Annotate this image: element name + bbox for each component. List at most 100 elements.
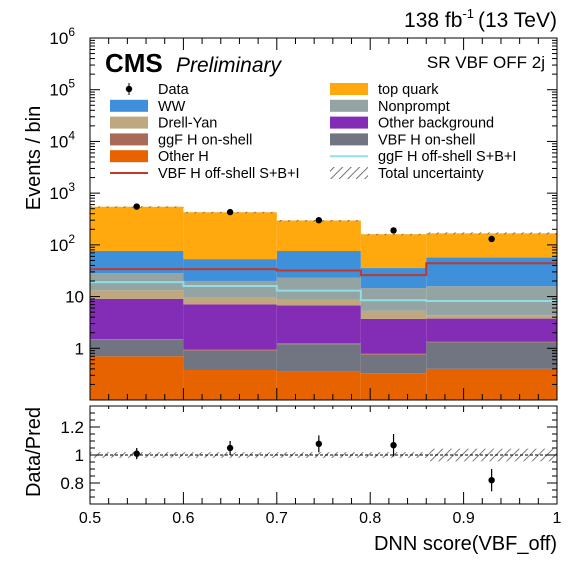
legend-swatch [110,133,148,146]
y-tick-label: 103 [49,180,75,203]
x-tick-label: 0.7 [266,510,288,527]
stack-bar-other-background [360,318,427,354]
legend-swatch [110,99,148,112]
x-tick-label: 0.9 [452,510,474,527]
legend-entry: Data [125,82,190,98]
stack-bar-top-quark [183,212,277,260]
stack-bar-ggf-h-on-shell [276,343,361,345]
y-tick-label-exponent: 5 [68,77,75,91]
ratio-point [133,450,140,457]
cms-label: CMS [105,48,163,78]
legend-entry: Drell-Yan [110,116,217,132]
stack-bar-nonprompt [183,280,277,298]
stack-bar-top-quark [360,234,427,269]
main-frame [89,37,558,401]
stack-bar-other-background [90,298,184,340]
stack-bar-ggf-h-on-shell [360,353,427,355]
legend-entry: Other H [110,149,209,165]
y-tick-label: 105 [49,77,75,100]
stack-bar-ggf-h-on-shell [426,341,557,343]
legend-label: WW [158,99,186,115]
legend-label: Other H [158,149,209,165]
stack-bar-other-h [90,356,184,400]
stack-layer [90,206,557,400]
y-tick-label: 104 [49,128,75,151]
legend-label: Nonprompt [378,99,450,115]
x-tick-label: 0.6 [172,510,194,527]
stack-bar-other-h [426,368,557,400]
y-tick-label-base: 1 [75,339,84,358]
ratio-band-segment [276,452,361,458]
stack-bar-other-background [276,305,361,344]
ratio-point [226,444,234,452]
legend-swatch [110,116,148,129]
stack-bar-nonprompt [276,277,361,300]
legend-entry: Nonprompt [330,99,450,115]
legend-entry: VBF H off-shell S+B+I [110,166,300,182]
legend-swatch [330,99,368,112]
legend-entry: Total uncertainty [330,166,484,182]
stack-bar-other-background [183,304,277,350]
legend-swatch [330,133,368,146]
ratio-point [390,442,397,449]
legend-entry: WW [110,99,186,115]
data-point [315,216,323,224]
legend-label: Other background [378,116,494,132]
ratio-panel: 0.8 1 1.2 0.5 0.6 0.7 0.8 0.9 1 [60,405,562,527]
legend-label: VBF H off-shell S+B+I [158,166,300,182]
overlay-layer [90,262,557,303]
stack-bar-drell-yan [90,290,184,299]
ratio-x-ticks: 0.5 0.6 0.7 0.8 0.9 1 [79,406,562,527]
legend-entry: VBF H on-shell [330,132,476,148]
stack-uncertainty-band [426,232,557,235]
stack-bar-vbf-h-on-shell [360,354,427,374]
stack-bar-vbf-h-on-shell [90,339,184,357]
ratio-points [133,434,495,492]
ratio-y-tick-label: 1.2 [60,418,84,437]
legend-label: Drell-Yan [158,116,217,132]
legend-label: Data [158,82,190,98]
y-tick-label-base: 10 [49,236,68,255]
y-tick-label-exponent: 2 [68,232,75,246]
ratio-y-tick-label: 1 [75,446,84,465]
stack-bar-ww [276,251,361,278]
legend-swatch [110,150,148,163]
overlay-line-ggf-h-off-shell-s-b-i [90,281,557,303]
data-point [133,203,140,210]
y-tick-label: 106 [49,25,75,48]
stack-bar-vbf-h-on-shell [183,350,277,371]
legend-entry: ggF H on-shell [110,132,252,148]
legend-data-marker [125,85,133,93]
legend-label: ggF H on-shell [158,132,252,148]
data-point [226,208,234,216]
legend-swatch [330,116,368,129]
y-tick-label-base: 10 [65,288,84,307]
ratio-y-tick-label: 0.8 [60,474,84,493]
y-tick-label-base: 10 [49,29,68,48]
stack-bar-drell-yan [276,299,361,306]
stack-bar-drell-yan [183,297,277,305]
stack-bar-drell-yan [360,310,427,319]
stack-bar-vbf-h-on-shell [426,342,557,369]
x-axis-title: DNN score(VBF_off) [374,533,557,555]
x-tick-label: 0.8 [359,510,381,527]
data-point [488,235,495,243]
stack-bar-drell-yan [426,315,557,319]
stack-bar-ww [426,257,557,287]
stack-bar-ww [360,268,427,289]
legend-label: VBF H on-shell [378,132,476,148]
y-tick-label-exponent: 6 [68,25,75,39]
y-tick-label: 1 [75,339,84,358]
stack-bar-top-quark [276,220,361,252]
x-tick-label: 0.5 [79,510,101,527]
legend-entry: top quark [330,82,439,98]
y-tick-label-exponent: 4 [68,128,75,142]
y-tick-label-base: 10 [49,184,68,203]
stack-bar-other-h [183,370,277,400]
data-point [390,227,397,234]
y-tick-label: 102 [49,232,75,255]
y-tick-label-base: 10 [49,132,68,151]
